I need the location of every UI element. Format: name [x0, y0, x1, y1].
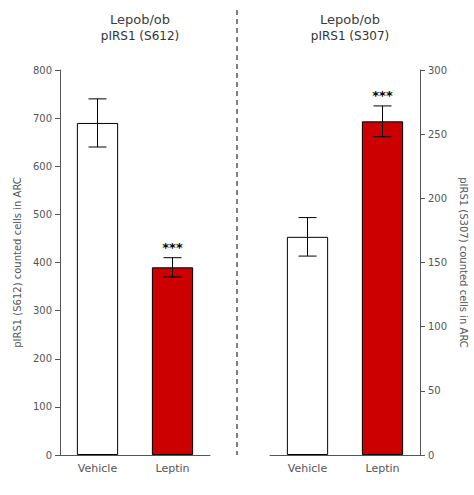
svg-text:Lepob/ob: Lepob/ob [110, 12, 170, 27]
svg-text:400: 400 [33, 257, 52, 268]
svg-text:250: 250 [428, 129, 447, 140]
svg-text:***: *** [372, 88, 393, 103]
svg-text:0: 0 [46, 450, 52, 461]
svg-text:***: *** [162, 240, 183, 255]
svg-text:0: 0 [428, 450, 434, 461]
svg-text:50: 50 [428, 385, 441, 396]
svg-text:150: 150 [428, 257, 447, 268]
svg-text:100: 100 [428, 321, 447, 332]
svg-text:Vehicle: Vehicle [288, 462, 328, 475]
svg-text:200: 200 [428, 193, 447, 204]
svg-text:600: 600 [33, 161, 52, 172]
svg-text:700: 700 [33, 113, 52, 124]
svg-text:200: 200 [33, 353, 52, 364]
svg-text:Leptin: Leptin [155, 462, 189, 475]
svg-text:pIRS1 (S307) counted cells in: pIRS1 (S307) counted cells in ARC [458, 177, 469, 348]
svg-text:300: 300 [428, 65, 447, 76]
svg-text:500: 500 [33, 209, 52, 220]
svg-text:300: 300 [33, 305, 52, 316]
svg-text:Lepob/ob: Lepob/ob [320, 12, 380, 27]
svg-text:Leptin: Leptin [365, 462, 399, 475]
svg-text:pIRS1 (S612): pIRS1 (S612) [101, 29, 179, 43]
svg-text:800: 800 [33, 65, 52, 76]
svg-text:pIRS1 (S307): pIRS1 (S307) [311, 29, 389, 43]
svg-text:pIRS1 (S612) counted cells in: pIRS1 (S612) counted cells in ARC [12, 177, 23, 348]
svg-text:100: 100 [33, 401, 52, 412]
svg-text:Vehicle: Vehicle [78, 462, 118, 475]
